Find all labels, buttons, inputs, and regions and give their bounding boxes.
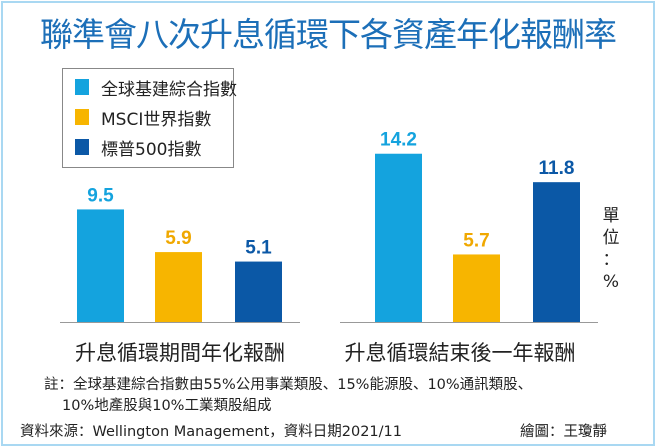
bar	[155, 252, 202, 322]
legend: 全球基建綜合指數 MSCI世界指數 標普500指數	[62, 68, 237, 168]
data-label: 14.2	[380, 130, 417, 151]
legend-swatch	[75, 109, 89, 125]
bar	[235, 261, 282, 322]
data-label: 11.8	[539, 158, 575, 179]
bar	[375, 153, 422, 322]
legend-item-infrastructure: 全球基建綜合指數	[75, 75, 237, 100]
legend-label: 全球基建綜合指數	[101, 79, 237, 100]
bar	[533, 182, 580, 322]
legend-item-msci: MSCI世界指數	[75, 105, 212, 130]
unit-char: %	[602, 272, 620, 292]
legend-label: 標普500指數	[101, 139, 202, 160]
legend-swatch	[75, 139, 89, 155]
credit-note: 繪圖：王瓊靜	[520, 424, 607, 440]
data-label: 5.1	[245, 238, 272, 259]
legend-swatch	[75, 79, 89, 95]
unit-char: 位	[602, 228, 620, 248]
legend-item-sp500: 標普500指數	[75, 135, 202, 160]
bar	[77, 209, 124, 322]
unit-label: 單 位 ： %	[600, 205, 622, 293]
unit-char: ：	[602, 250, 620, 270]
bar	[453, 254, 500, 322]
data-label: 9.5	[87, 185, 114, 206]
footnote-line2: 10%地產股與10%工業類股組成	[62, 398, 272, 414]
category-label: 升息循環期間年化報酬	[75, 341, 285, 365]
unit-char: 單	[602, 206, 620, 226]
source-note: 資料來源：Wellington Management，資料日期2021/11	[20, 424, 402, 440]
data-label: 5.7	[463, 230, 489, 251]
chart-title: 聯準會八次升息循環下各資產年化報酬率	[40, 15, 617, 54]
category-label: 升息循環結束後一年報酬	[345, 341, 576, 365]
footnote-line1: 註：全球基建綜合指數由55%公用事業類股、15%能源股、10%通訊類股、	[44, 377, 533, 393]
data-label: 5.9	[165, 228, 191, 249]
legend-label: MSCI世界指數	[101, 109, 212, 130]
